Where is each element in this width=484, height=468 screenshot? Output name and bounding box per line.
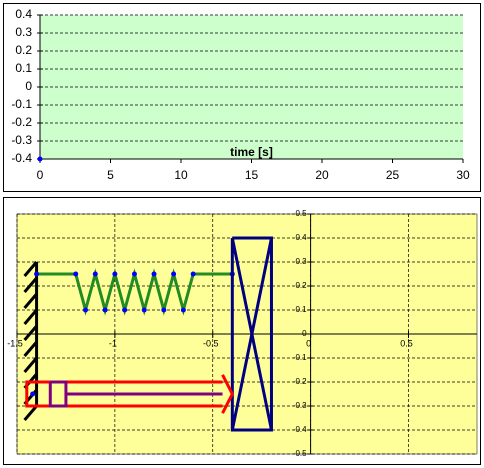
y-tick-label: 0.2 — [15, 43, 32, 57]
data-point — [141, 307, 147, 313]
y-tick-label: -0.1 — [11, 97, 32, 111]
data-point — [37, 156, 43, 162]
x-tick-label: -1.5 — [7, 338, 23, 348]
data-point — [122, 307, 128, 313]
x-axis-title: time [s] — [230, 145, 273, 159]
x-tick-label: 20 — [315, 168, 329, 182]
wall-hatch — [23, 309, 38, 325]
data-point — [180, 307, 186, 313]
x-tick-label: -0.5 — [203, 338, 219, 348]
y-tick-label: 0.4 — [295, 233, 307, 242]
y-tick-label: 0.1 — [15, 61, 32, 75]
data-point — [112, 271, 118, 277]
wall-hatch — [23, 261, 38, 277]
x-tick-label: 0.5 — [400, 338, 413, 348]
data-point — [73, 271, 79, 277]
wall-hatch — [23, 405, 38, 421]
y-tick-label: 0.2 — [295, 281, 307, 290]
data-point — [161, 307, 167, 313]
wall-hatch — [23, 293, 38, 309]
x-tick-label: 0 — [306, 338, 311, 348]
y-tick-label: -0.5 — [293, 449, 307, 458]
y-tick-label: 0.5 — [295, 209, 307, 218]
data-point — [190, 271, 196, 277]
wall-hatch — [23, 341, 38, 357]
series-line — [25, 374, 235, 414]
data-point — [131, 271, 137, 277]
data-point — [102, 307, 108, 313]
y-tick-label: -0.2 — [293, 377, 307, 386]
data-point — [83, 307, 89, 313]
series-line — [230, 236, 273, 432]
y-tick-label: 0.3 — [295, 257, 307, 266]
y-tick-label: -0.4 — [11, 151, 32, 165]
y-tick-label: 0 — [25, 79, 32, 93]
y-tick-label: 0.4 — [15, 7, 32, 21]
x-tick-label: 30 — [456, 168, 470, 182]
y-tick-label: -0.4 — [293, 425, 307, 434]
series-line — [48, 380, 223, 408]
data-point — [171, 271, 177, 277]
y-tick-label: -0.3 — [293, 401, 307, 410]
y-tick-label: -0.2 — [11, 115, 32, 129]
wall-hatch — [23, 277, 38, 293]
y-tick-label: -0.3 — [11, 133, 32, 147]
wall-hatch — [23, 325, 38, 341]
y-tick-label: 0.3 — [15, 25, 32, 39]
y-tick-label: 0.1 — [295, 305, 307, 314]
x-tick-label: 0 — [37, 168, 44, 182]
data-point — [30, 391, 36, 397]
x-tick-label: 5 — [107, 168, 114, 182]
data-point — [34, 271, 40, 277]
x-tick-label: 25 — [386, 168, 400, 182]
data-point — [151, 271, 157, 277]
x-tick-label: -1 — [109, 338, 117, 348]
wall-hatch — [23, 357, 38, 373]
data-point — [92, 271, 98, 277]
x-tick-label: 15 — [245, 168, 259, 182]
x-tick-label: 10 — [174, 168, 188, 182]
y-tick-label: -0.1 — [293, 353, 307, 362]
